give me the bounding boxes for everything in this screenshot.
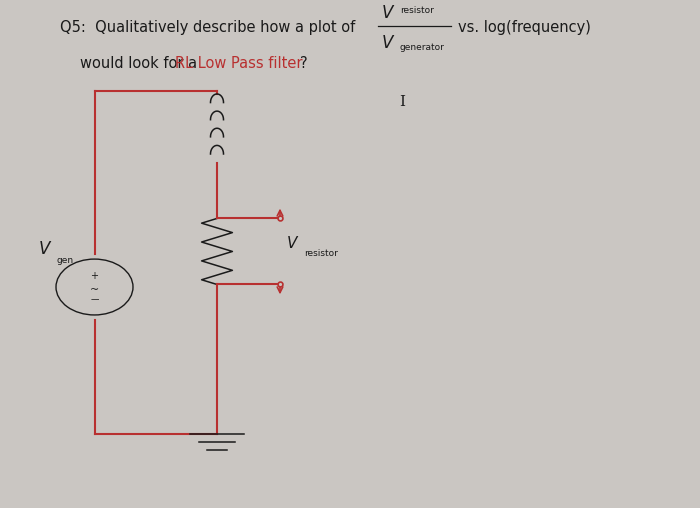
Text: vs. log(frequency): vs. log(frequency) xyxy=(458,20,592,36)
Text: Q5:  Qualitatively describe how a plot of: Q5: Qualitatively describe how a plot of xyxy=(60,20,355,36)
Text: V: V xyxy=(382,4,393,22)
Text: generator: generator xyxy=(400,43,444,52)
Text: RL Low Pass filter: RL Low Pass filter xyxy=(175,56,302,71)
Text: ~: ~ xyxy=(90,284,99,295)
Text: would look for a: would look for a xyxy=(80,56,202,71)
Text: —: — xyxy=(90,295,99,304)
Text: +: + xyxy=(90,271,99,281)
Text: V: V xyxy=(382,34,393,52)
Text: resistor: resistor xyxy=(400,6,433,15)
Text: I: I xyxy=(400,94,405,109)
Text: gen: gen xyxy=(56,256,73,265)
Text: ?: ? xyxy=(300,56,307,71)
Text: V: V xyxy=(287,236,298,251)
Text: V: V xyxy=(38,240,50,258)
Text: resistor: resistor xyxy=(304,249,338,259)
